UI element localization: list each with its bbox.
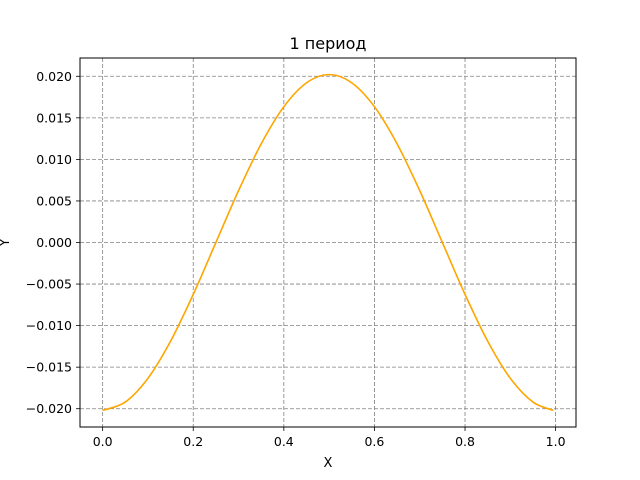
series-layer xyxy=(102,73,554,412)
x-axis-label: X xyxy=(324,456,333,471)
x-tick-label: 0.8 xyxy=(455,434,475,449)
y-tick-label: 0.015 xyxy=(36,110,72,125)
y-tick-label: 0.000 xyxy=(36,235,72,250)
y-tick-label: 0.005 xyxy=(36,193,72,208)
x-tick-label: 0.2 xyxy=(183,434,203,449)
series-line-0 xyxy=(102,73,554,412)
y-tick-label: −0.020 xyxy=(26,401,72,416)
y-tick-label: −0.010 xyxy=(26,318,72,333)
y-axis-label: Y xyxy=(0,238,13,247)
x-tick-label: 0.0 xyxy=(93,434,113,449)
chart-title: 1 период xyxy=(290,34,367,53)
x-tick-label: 1.0 xyxy=(546,434,566,449)
y-tick-label: −0.015 xyxy=(26,360,72,375)
y-axis: −0.020 −0.015 −0.010 −0.005 0.000 0.005 0.010 0… xyxy=(26,69,80,416)
y-tick-label: −0.005 xyxy=(26,277,72,292)
y-tick-label: 0.010 xyxy=(36,152,72,167)
y-tick-label: 0.020 xyxy=(36,69,72,84)
x-tick-label: 0.6 xyxy=(364,434,384,449)
grid xyxy=(80,58,576,427)
x-axis: 0.0 0.2 0.4 0.6 0.8 1.0 xyxy=(93,427,566,449)
x-tick-label: 0.4 xyxy=(274,434,294,449)
